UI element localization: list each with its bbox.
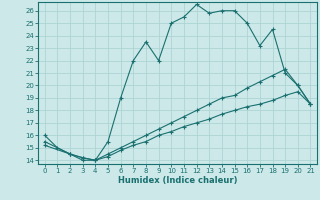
X-axis label: Humidex (Indice chaleur): Humidex (Indice chaleur) <box>118 176 237 185</box>
